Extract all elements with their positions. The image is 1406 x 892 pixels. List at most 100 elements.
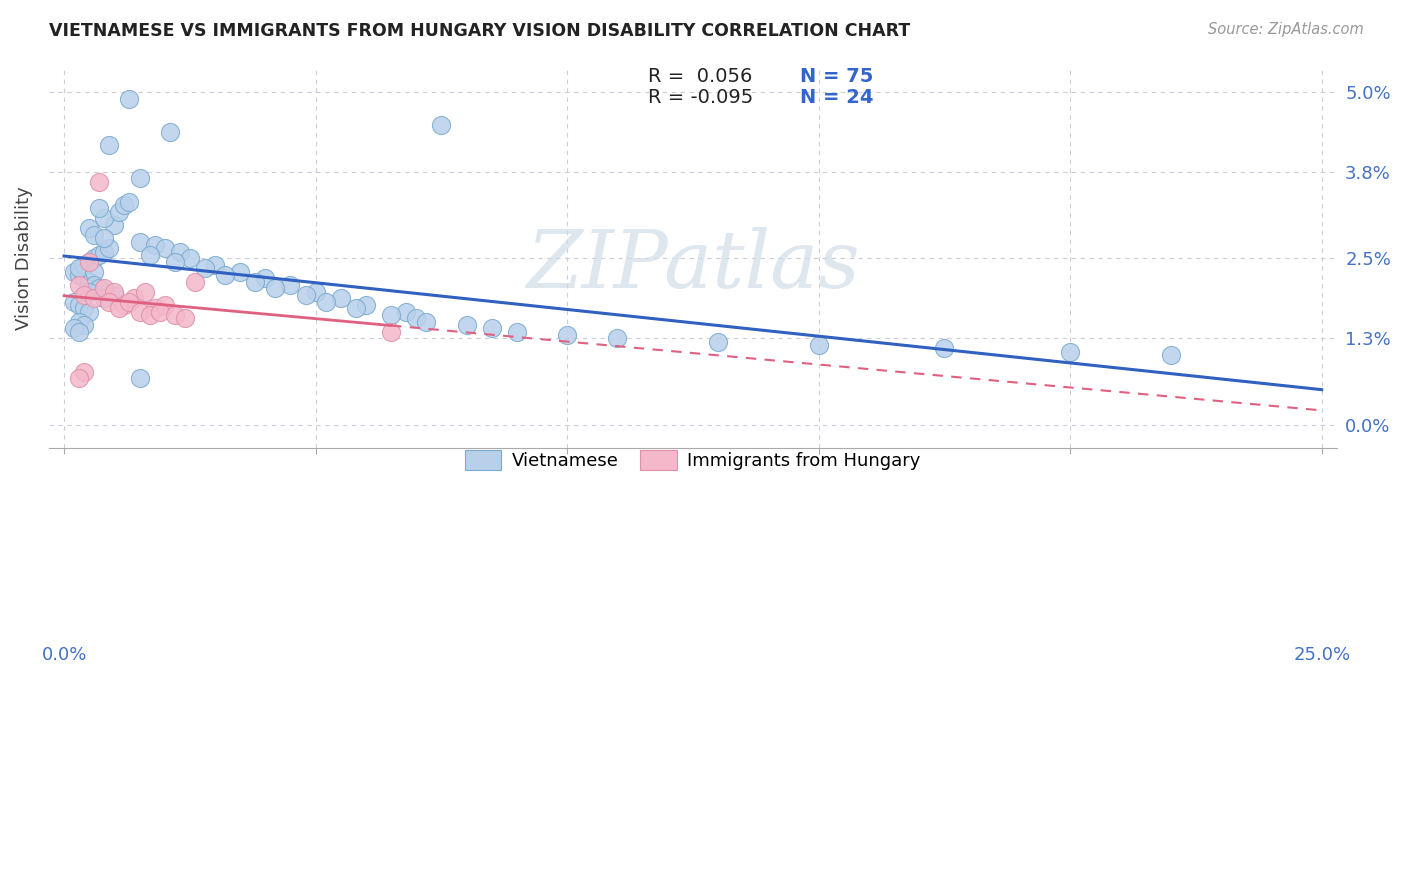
Point <box>606 331 628 345</box>
Point <box>83 228 105 243</box>
Point <box>1160 348 1182 362</box>
Point <box>184 275 207 289</box>
Point <box>124 292 146 306</box>
Point <box>138 248 160 262</box>
Point <box>73 288 96 302</box>
Point <box>415 315 437 329</box>
Point <box>405 311 427 326</box>
Point <box>214 268 236 282</box>
Point <box>163 254 186 268</box>
Point <box>143 301 166 316</box>
Point <box>108 204 131 219</box>
Point <box>229 265 252 279</box>
Point <box>63 294 86 309</box>
Text: 0.0%: 0.0% <box>41 646 87 664</box>
Point <box>77 304 100 318</box>
Point <box>304 285 326 299</box>
Point <box>354 298 377 312</box>
Point <box>73 271 96 285</box>
Point <box>93 231 115 245</box>
Text: N = 75: N = 75 <box>800 67 873 87</box>
Point <box>73 318 96 332</box>
Point <box>67 268 90 282</box>
Point <box>77 254 100 268</box>
Point <box>481 321 503 335</box>
Point <box>77 275 100 289</box>
Point <box>204 258 226 272</box>
Point <box>128 304 150 318</box>
Point <box>103 218 125 232</box>
Point <box>555 328 578 343</box>
Text: Source: ZipAtlas.com: Source: ZipAtlas.com <box>1208 22 1364 37</box>
Point <box>89 281 111 295</box>
Point <box>98 242 121 256</box>
Point <box>128 371 150 385</box>
Point <box>93 244 115 259</box>
Point <box>153 298 176 312</box>
Point <box>264 281 287 295</box>
Point <box>98 138 121 153</box>
Point <box>67 298 90 312</box>
Point <box>112 198 135 212</box>
Point <box>143 238 166 252</box>
Point <box>134 285 156 299</box>
Point <box>153 242 176 256</box>
Point <box>93 292 115 306</box>
Text: N = 24: N = 24 <box>800 88 873 107</box>
Point <box>344 301 367 316</box>
Point <box>315 294 337 309</box>
Point <box>63 265 86 279</box>
Point <box>77 285 100 299</box>
Point <box>89 202 111 216</box>
Legend: Vietnamese, Immigrants from Hungary: Vietnamese, Immigrants from Hungary <box>458 443 928 477</box>
Point <box>807 338 830 352</box>
Point <box>128 235 150 249</box>
Point <box>73 258 96 272</box>
Point <box>707 334 730 349</box>
Point <box>159 125 181 139</box>
Point <box>118 194 141 209</box>
Point <box>380 308 402 322</box>
Point <box>163 308 186 322</box>
Point <box>77 254 100 268</box>
Point <box>118 294 141 309</box>
Point <box>67 371 90 385</box>
Point <box>67 261 90 276</box>
Point <box>118 91 141 105</box>
Point <box>67 315 90 329</box>
Point <box>329 292 352 306</box>
Point <box>93 281 115 295</box>
Point <box>89 175 111 189</box>
Point <box>380 325 402 339</box>
Point <box>138 308 160 322</box>
Point <box>73 365 96 379</box>
Point <box>456 318 478 332</box>
Point <box>430 118 453 132</box>
Point <box>93 211 115 226</box>
Point <box>395 304 418 318</box>
Point <box>89 248 111 262</box>
Point <box>169 244 191 259</box>
Point <box>280 278 302 293</box>
Point <box>506 325 529 339</box>
Point <box>194 261 217 276</box>
Point <box>1059 344 1081 359</box>
Point <box>103 285 125 299</box>
Text: R =  0.056: R = 0.056 <box>648 67 752 87</box>
Point <box>67 278 90 293</box>
Point <box>245 275 267 289</box>
Point <box>254 271 277 285</box>
Text: R = -0.095: R = -0.095 <box>648 88 754 107</box>
Point <box>103 288 125 302</box>
Point <box>83 292 105 306</box>
Y-axis label: Vision Disability: Vision Disability <box>15 186 32 330</box>
Point <box>77 221 100 235</box>
Point <box>98 294 121 309</box>
Point <box>934 342 956 356</box>
Point <box>83 265 105 279</box>
Text: VIETNAMESE VS IMMIGRANTS FROM HUNGARY VISION DISABILITY CORRELATION CHART: VIETNAMESE VS IMMIGRANTS FROM HUNGARY VI… <box>49 22 911 40</box>
Point <box>108 301 131 316</box>
Point <box>63 321 86 335</box>
Point <box>149 304 172 318</box>
Point <box>173 311 195 326</box>
